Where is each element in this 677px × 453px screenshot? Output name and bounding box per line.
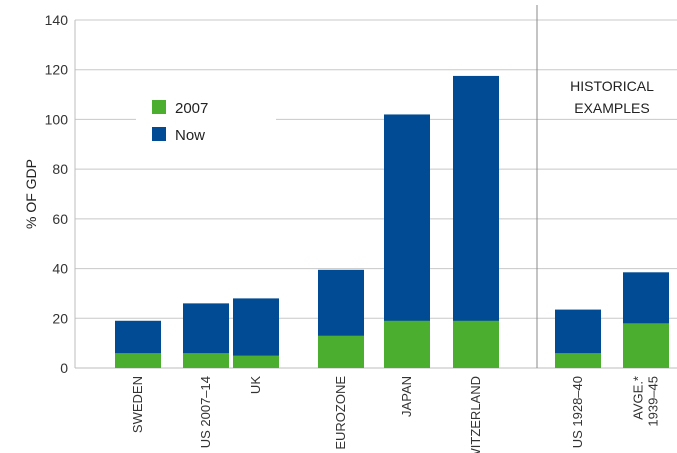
category-label: AVGE.*: [631, 376, 646, 420]
historical-label-line: EXAMPLES: [574, 100, 649, 116]
category-label: US 2007–14: [198, 376, 213, 448]
category-label: SWEDEN: [130, 376, 145, 433]
y-tick-label: 60: [52, 211, 68, 227]
bar-now: [453, 75, 499, 368]
bars: [115, 75, 669, 368]
category-labels: SWEDEN US 2007–14 UK EUROZONE JAPAN SWITZERLA…: [130, 376, 661, 453]
y-tick-label: 40: [52, 261, 68, 277]
category-label: US 1928–40: [570, 376, 585, 448]
bar-2007: [453, 320, 499, 368]
bar-2007: [115, 353, 161, 368]
bar-2007: [233, 355, 279, 368]
historical-label: HISTORICAL EXAMPLES: [570, 78, 654, 116]
category-label: UK: [248, 376, 263, 394]
category-label: SWITZERLAND: [468, 376, 483, 453]
legend-label: Now: [175, 127, 205, 144]
bar-2007: [623, 323, 669, 368]
legend-label: 2007: [175, 100, 208, 117]
bar-2007: [318, 335, 364, 368]
y-axis-ticks: 0 20 40 60 80 100 120 140: [45, 12, 69, 376]
legend-swatch: [152, 127, 166, 141]
y-tick-label: 80: [52, 161, 68, 177]
bar-2007: [555, 353, 601, 368]
category-label: EUROZONE: [333, 376, 348, 450]
category-label: JAPAN: [399, 376, 414, 417]
y-tick-label: 0: [60, 360, 68, 376]
category-label: 1939–45: [646, 376, 661, 427]
y-tick-label: 140: [45, 12, 69, 28]
legend: 2007 Now: [136, 95, 276, 155]
historical-label-line: HISTORICAL: [570, 78, 654, 94]
bar-2007: [384, 320, 430, 368]
y-tick-label: 20: [52, 310, 68, 326]
bar-2007: [183, 353, 229, 368]
y-tick-label: 120: [45, 62, 69, 78]
y-axis-label: % OF GDP: [23, 159, 39, 229]
y-tick-label: 100: [45, 111, 69, 127]
legend-swatch: [152, 100, 166, 114]
